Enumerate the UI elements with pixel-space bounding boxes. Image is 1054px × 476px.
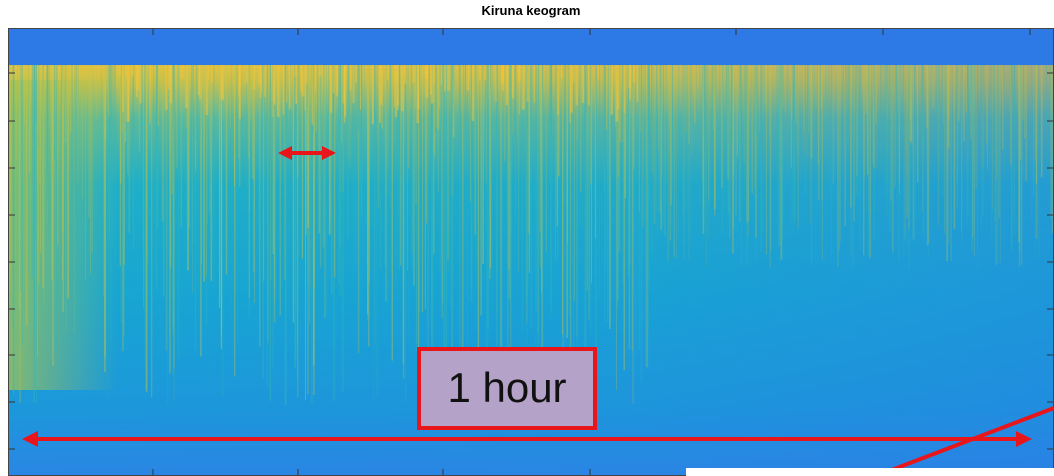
title: Kiruna keogram <box>482 3 581 18</box>
top-band <box>8 28 1054 65</box>
keogram-figure: Kiruna keogram 1 hour <box>0 0 1054 476</box>
label-text: 1 hour <box>447 364 566 411</box>
page: Kiruna keogram 1 hour (() => { const dat… <box>0 0 1054 476</box>
white-patch <box>686 468 1054 476</box>
